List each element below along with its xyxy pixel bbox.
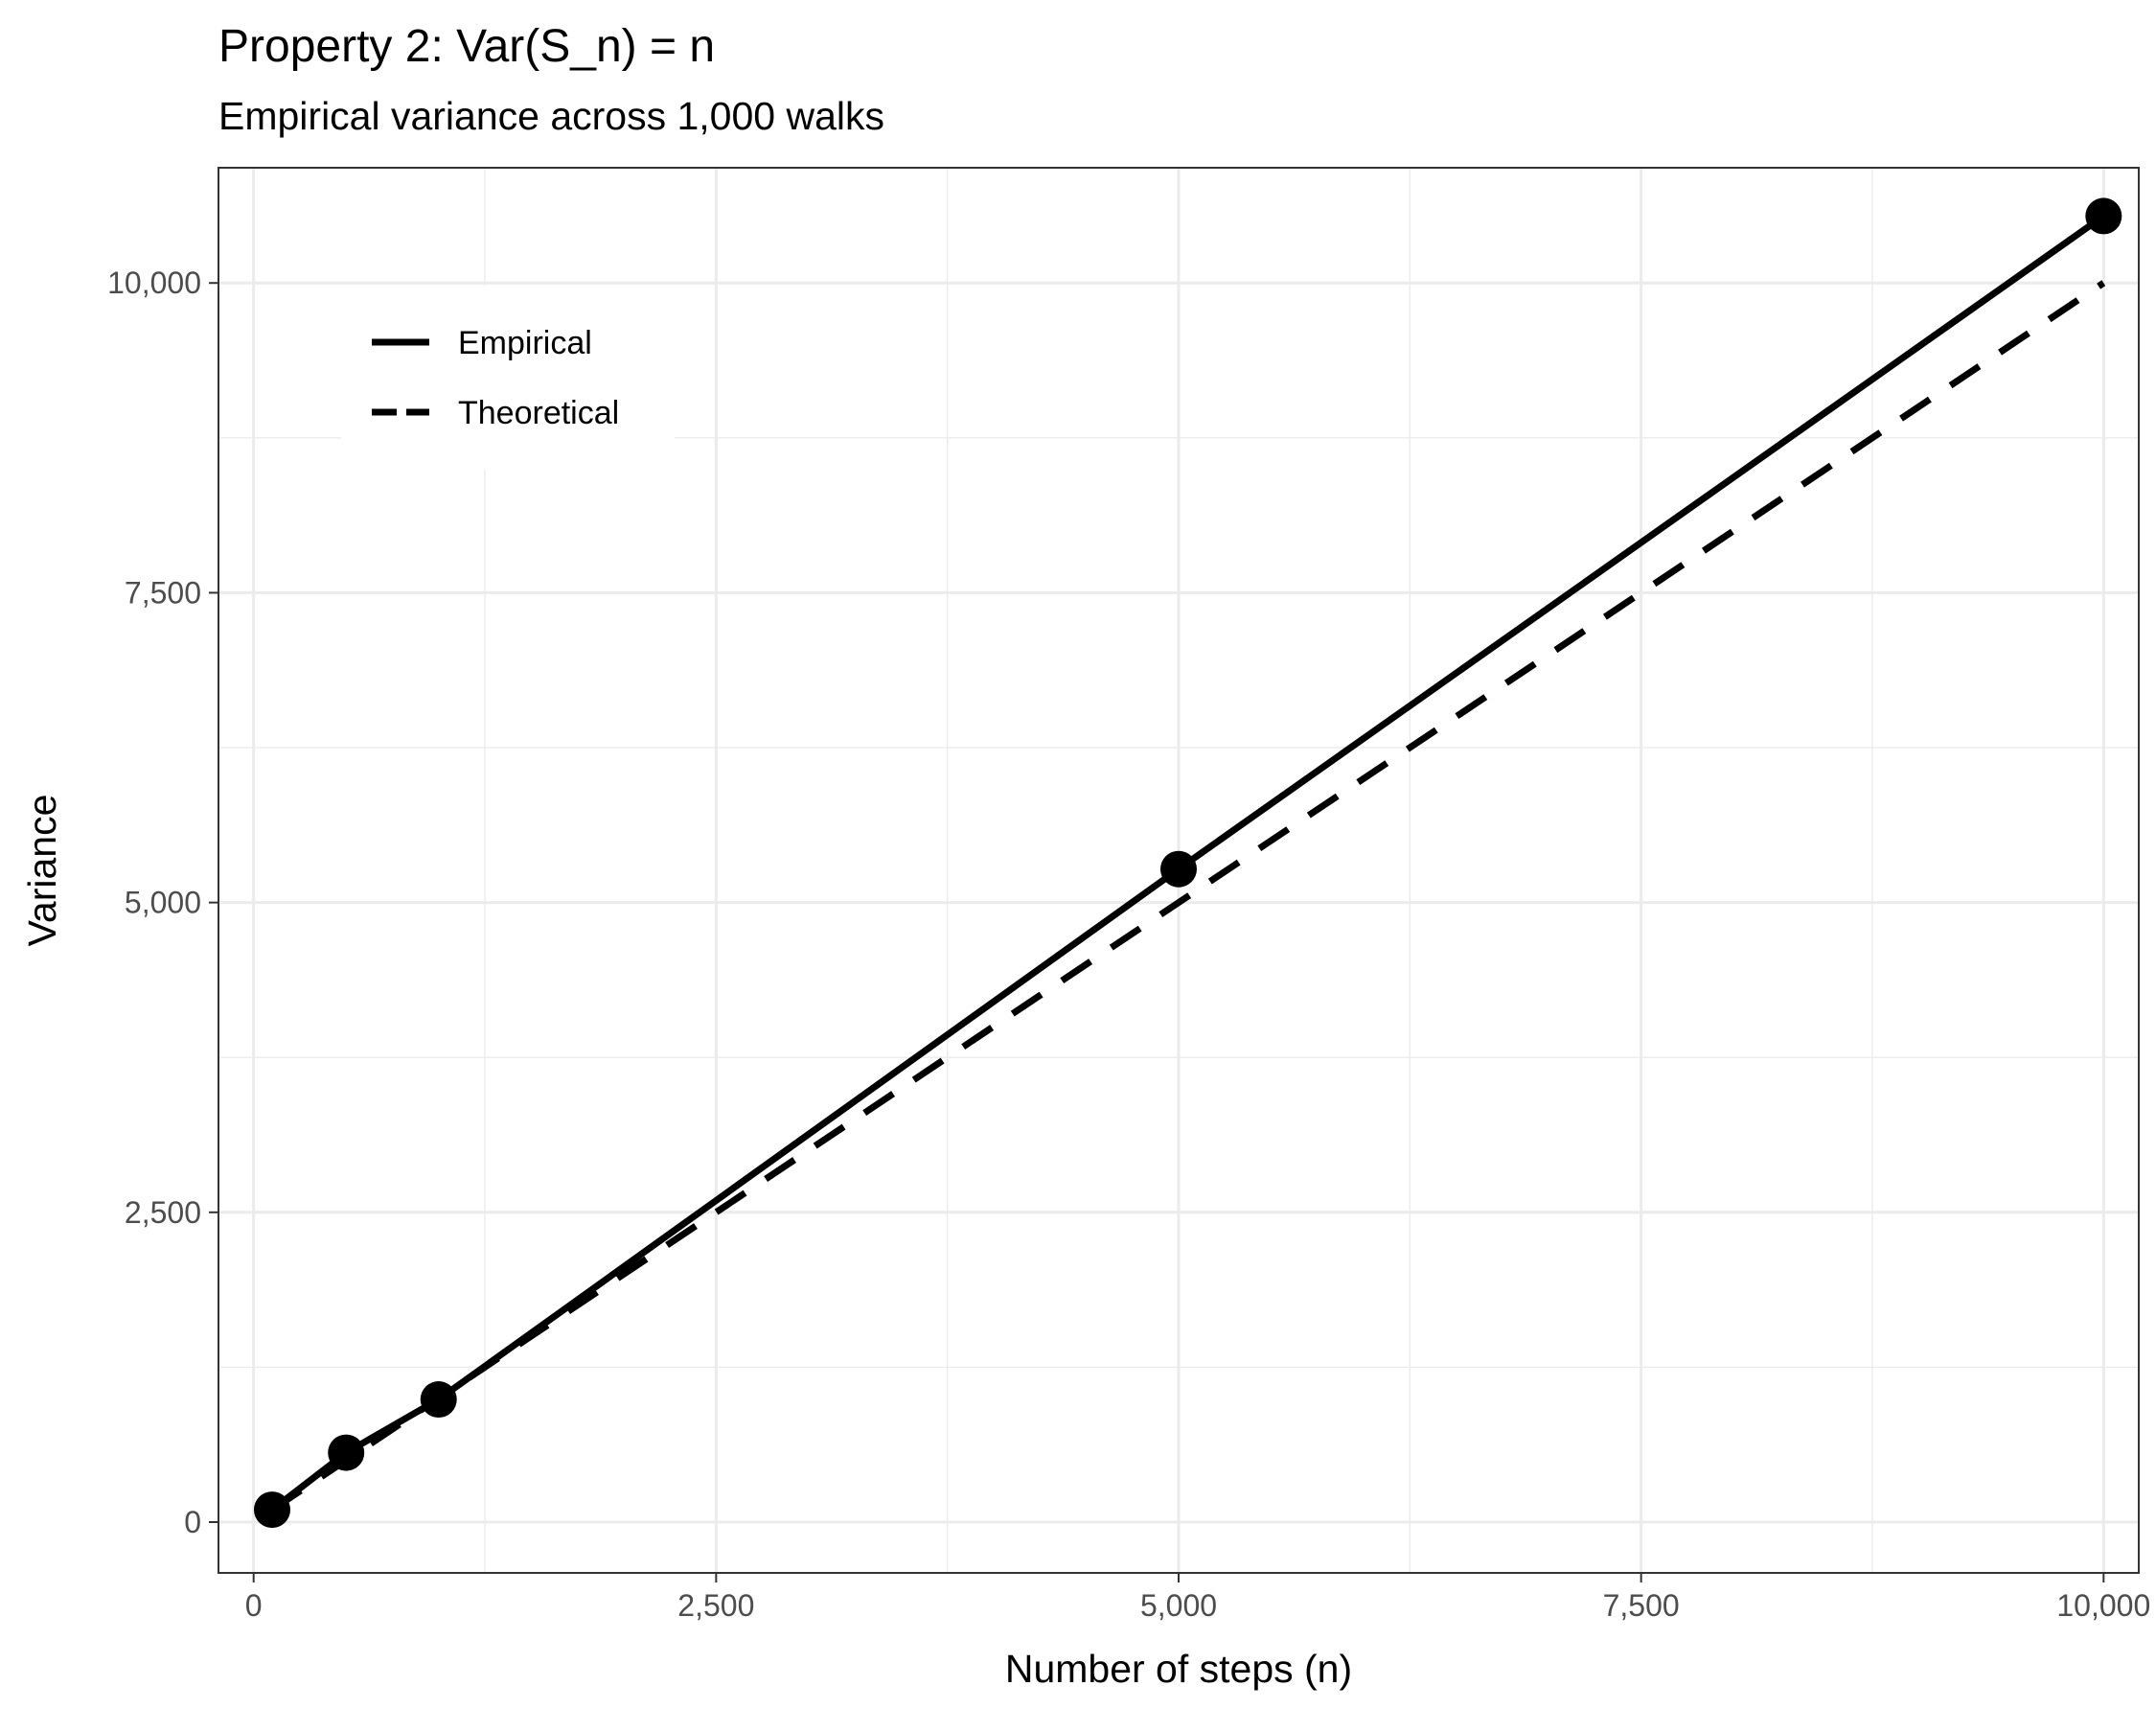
legend-label-empirical: Empirical (458, 325, 592, 361)
legend-background (341, 286, 675, 470)
legend-label-theoretical: Theoretical (458, 395, 619, 431)
data-point-empirical (328, 1434, 365, 1471)
chart-subtitle: Empirical variance across 1,000 walks (218, 94, 884, 138)
y-tick-label: 7,500 (125, 575, 201, 610)
legend: Empirical Theoretical (341, 286, 675, 470)
x-tick-label: 7,500 (1603, 1588, 1680, 1623)
y-tick-label: 5,000 (125, 886, 201, 920)
data-point-empirical (1160, 850, 1197, 888)
series-line-theoretical (270, 280, 2106, 1513)
chart-title: Property 2: Var(S_n) = n (218, 21, 715, 72)
y-tick-label: 2,500 (125, 1195, 201, 1230)
x-tick-label: 2,500 (677, 1588, 754, 1623)
x-tick-label: 0 (245, 1588, 263, 1623)
x-tick-label: 10,000 (2056, 1588, 2150, 1623)
y-axis-title: Variance (20, 795, 64, 947)
y-tick-label: 0 (184, 1505, 201, 1539)
data-point-empirical (2085, 197, 2122, 235)
y-tick-label: 10,000 (107, 266, 201, 300)
y-axis: 0 2,500 5,000 7,500 10,000 (107, 266, 218, 1539)
x-axis-title: Number of steps (n) (1005, 1647, 1352, 1691)
series-layer (253, 197, 2122, 1529)
x-axis: 0 2,500 5,000 7,500 10,000 (245, 1573, 2150, 1623)
x-tick-label: 5,000 (1140, 1588, 1217, 1623)
